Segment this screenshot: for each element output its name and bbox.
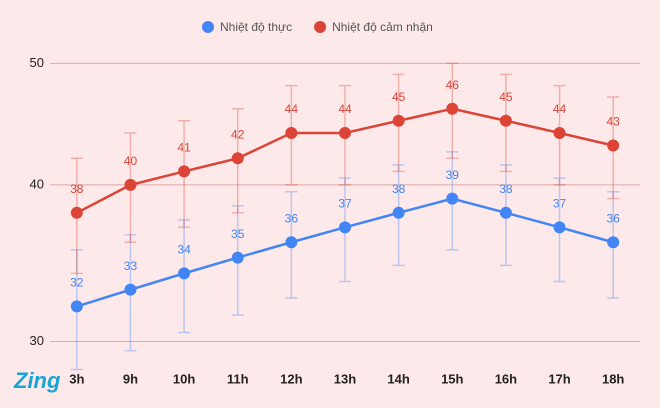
data-label: 41 [177,141,191,155]
data-label: 42 [231,127,245,141]
data-label: 45 [499,90,513,104]
legend-label: Nhiệt độ thực [220,20,292,34]
x-tick-label: 9h [123,371,138,386]
x-tick-label: 17h [548,371,570,386]
y-tick-label: 30 [30,333,44,348]
y-tick-label: 50 [30,55,44,70]
data-label: 35 [231,227,245,241]
data-label: 36 [607,211,621,225]
data-point [70,300,83,313]
data-label: 39 [446,168,460,182]
watermark: Zing [13,368,61,393]
x-tick-label: 14h [387,371,409,386]
data-point [339,126,351,139]
data-label: 43 [607,115,621,129]
x-tick-label: 3h [69,371,84,386]
data-label: 38 [392,182,406,196]
data-point [339,221,351,234]
data-point [231,152,244,165]
data-point [553,126,566,139]
data-label: 44 [553,102,567,116]
data-label: 46 [446,78,460,92]
x-tick-label: 13h [334,371,356,386]
data-point [285,236,298,249]
data-label: 34 [177,243,191,257]
data-point [446,192,459,205]
data-label: 40 [124,154,138,168]
data-point [231,251,244,264]
x-tick-label: 10h [173,371,195,386]
data-point [607,236,620,249]
legend-marker [314,21,327,33]
data-point [178,267,191,280]
data-point [124,283,137,296]
data-point [178,165,191,178]
data-label: 37 [553,197,567,211]
data-point [607,139,620,152]
data-point [392,206,405,219]
data-point [499,206,512,219]
x-tick-label: 12h [280,371,302,386]
data-point [124,178,137,191]
legend-label: Nhiệt độ cảm nhận [332,20,433,34]
x-tick-label: 16h [495,371,517,386]
data-label: 44 [338,102,352,116]
x-tick-label: 11h [227,371,249,386]
data-label: 37 [338,197,352,211]
data-point [285,126,298,139]
data-label: 36 [285,211,299,225]
data-point [392,114,405,127]
data-label: 45 [392,90,406,104]
data-label: 32 [70,276,84,290]
data-label: 33 [124,259,138,273]
data-point [70,206,83,219]
data-point [499,114,512,127]
x-tick-label: 15h [441,371,463,386]
x-tick-label: 18h [602,371,624,386]
data-point [446,102,459,115]
data-point [553,221,566,234]
data-label: 38 [70,182,84,196]
legend-marker [202,21,214,33]
y-tick-label: 40 [30,176,44,191]
data-label: 38 [499,182,513,196]
data-label: 44 [285,102,299,116]
